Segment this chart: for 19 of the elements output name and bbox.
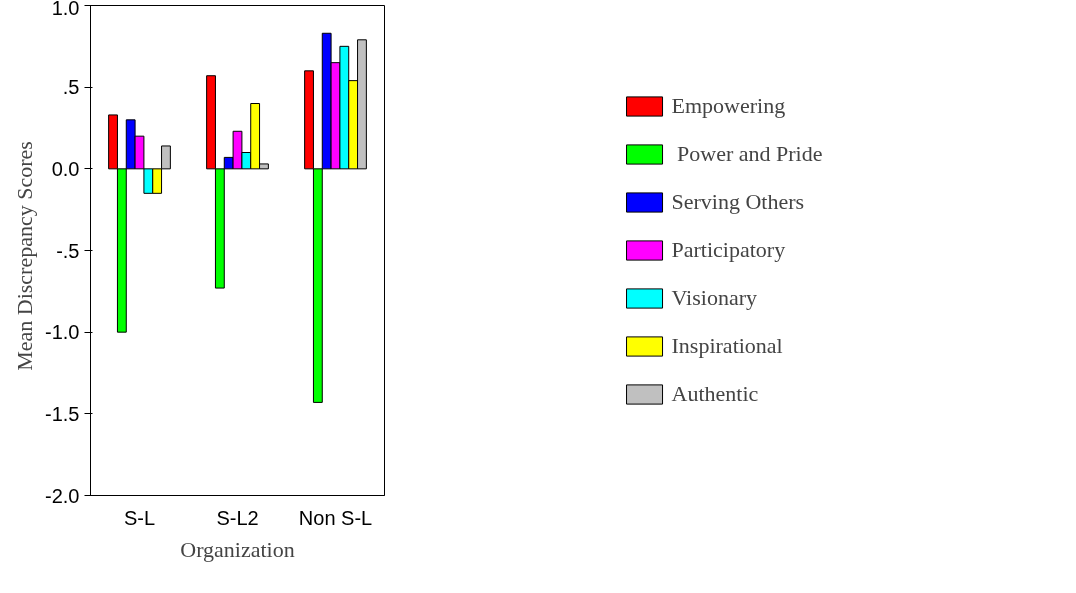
legend-label: Empowering (671, 93, 786, 119)
y-tick-label: -2.0 (45, 484, 80, 507)
x-tick-label: S-L2 (216, 506, 259, 529)
y-tick-label: .5 (62, 76, 80, 99)
legend-label: Authentic (671, 381, 759, 407)
y-tick-label: 1.0 (51, 0, 80, 19)
x-axis-title: Organization (180, 536, 295, 562)
y-tick-label: -1.0 (45, 321, 80, 344)
x-tick-label: S-L (123, 506, 156, 529)
legend-label: Visionary (671, 285, 757, 311)
y-tick-label: -.5 (56, 239, 80, 262)
legend-label: Serving Others (671, 189, 805, 215)
y-axis-title: Mean Discrepancy Scores (12, 141, 38, 371)
legend-label: Power and Pride (676, 141, 823, 167)
x-tick-label: Non S-L (298, 506, 373, 529)
legend-label: Participatory (671, 237, 786, 263)
legend-label: Inspirational (671, 333, 783, 359)
y-tick-label: -1.5 (45, 402, 80, 425)
y-tick-label: 0.0 (51, 157, 80, 180)
